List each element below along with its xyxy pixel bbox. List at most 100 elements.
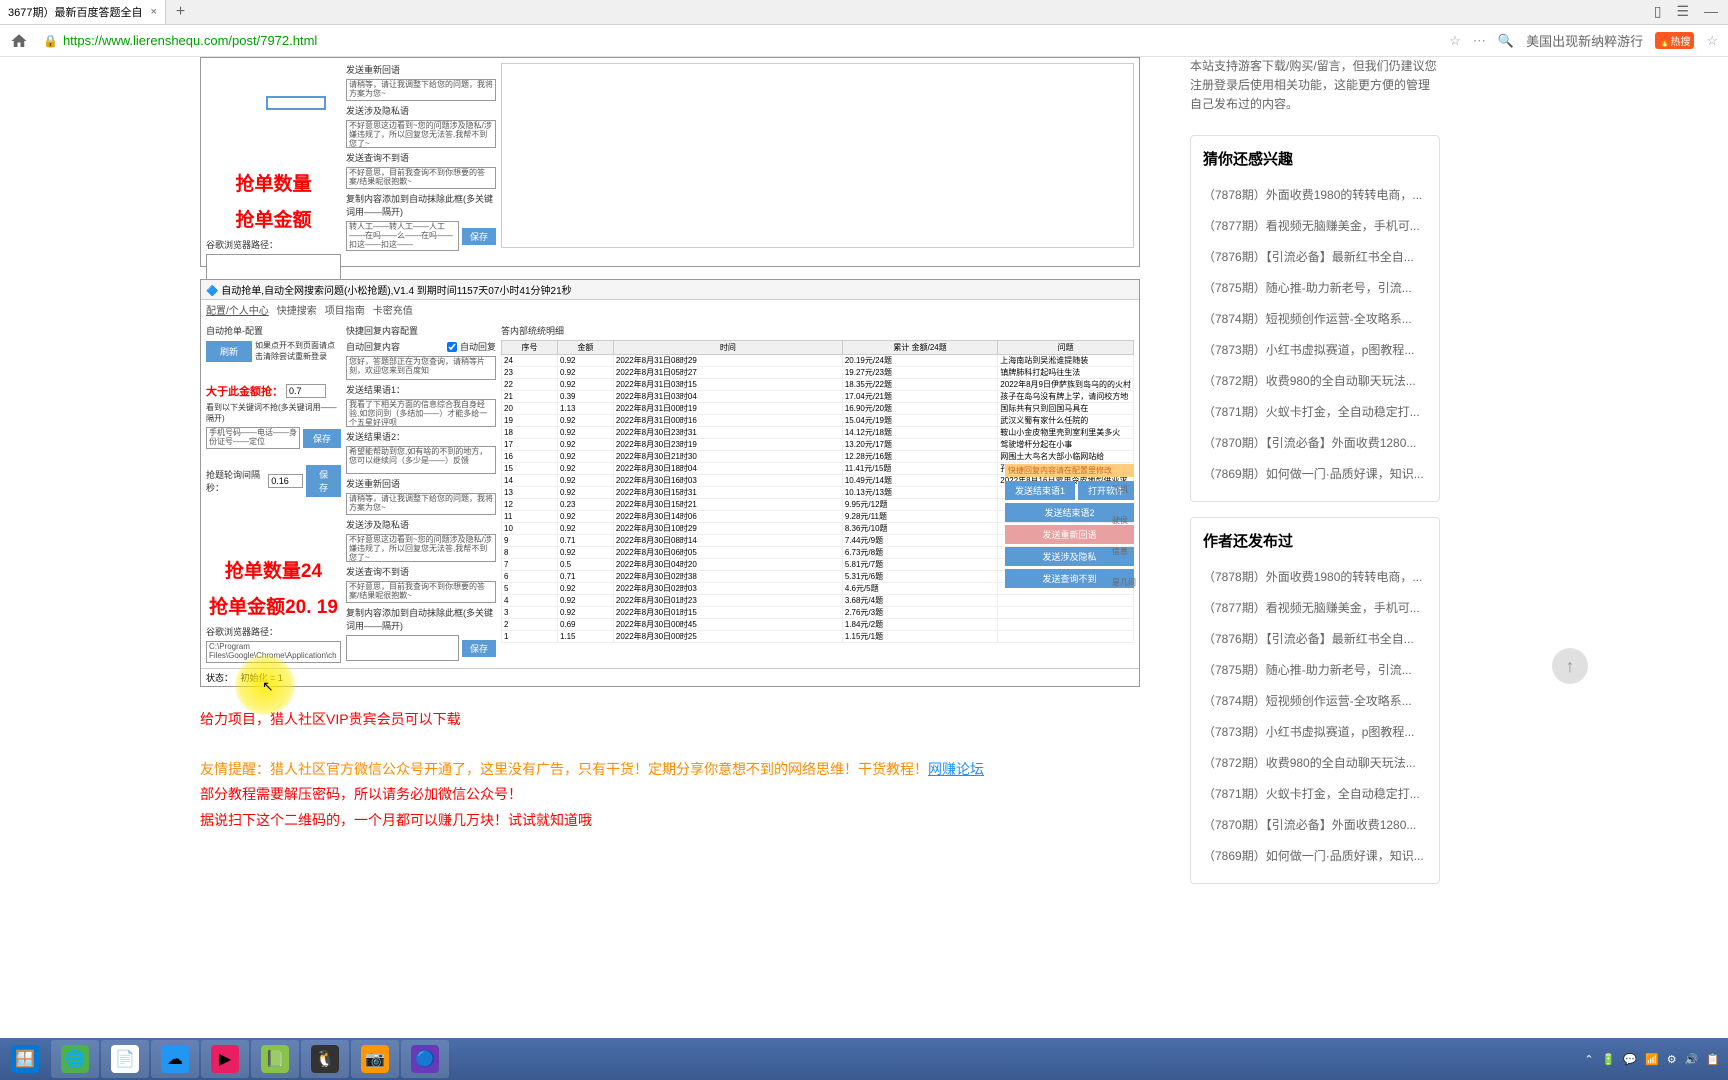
result2-label: 发送结果语2： (346, 430, 496, 443)
sidebar-item[interactable]: （7872期）收费980的全自动聊天玩法... (1203, 747, 1427, 778)
url-text[interactable]: https://www.lierenshequ.com/post/7972.ht… (63, 33, 1449, 48)
app-screenshot-2: 🔷 自动抢单,自动全网搜索问题(小松抢题),V1.4 到期时间1157天07小时… (200, 279, 1140, 687)
taskbar: 🪟🌐📄☁▶📗🐧📷🔵 ⌃ 🔋 💬 📶 ⚙ 🔊 📋 (0, 1038, 1728, 1080)
copy-text-2 (346, 635, 459, 661)
article-text: 给力项目，猎人社区VIP贵宾会员可以下载 友情提醒：猎人社区官方微信公众号开通了… (200, 707, 1140, 833)
result2-text: 希望能帮助到您,如有啥的不到的地方，您可以继续问（多少是——）反馈 (346, 446, 496, 474)
copy-label-2: 复制内容添加到自动抹除此框(多关键词用——隔开) (346, 606, 496, 632)
scroll-top-button[interactable]: ↑ (1552, 648, 1588, 684)
tab-title: 3677期）最新百度答题全自 (8, 4, 142, 20)
private-text: 不好意思这边看到~您的问题涉及隐私/涉嫌违规了，所以回复您无法答,我帮不到您了~ (346, 120, 496, 148)
tray-icon[interactable]: ⚙ (1667, 1053, 1677, 1066)
sidebar-item[interactable]: （7870期）【引流必备】外面收费1280... (1203, 809, 1427, 840)
sidebar-item[interactable]: （7869期）如何做一门·品质好课，知识... (1203, 840, 1427, 871)
sidebar-item[interactable]: （7875期）随心推-助力新老号，引流... (1203, 654, 1427, 685)
table-row: 20.692022年8月30日00时451.84元/2题 (502, 619, 1134, 631)
search-hint[interactable]: 美国出现新纳粹游行 (1526, 31, 1643, 50)
keyword-input: 手机号码——电话——身份证号——定位 (206, 427, 300, 449)
sidebar-item[interactable]: （7871期）火蚁卡打金，全自动稳定打... (1203, 396, 1427, 427)
sidebar-item[interactable]: （7877期）看视频无脑赚美金，手机可... (1203, 210, 1427, 241)
tray-icon[interactable]: 🔊 (1685, 1053, 1699, 1066)
save-btn-3[interactable]: 保存 (462, 640, 496, 657)
tab-close-icon[interactable]: × (150, 6, 156, 18)
sidebar-item[interactable]: （7871期）火蚁卡打金，全自动稳定打... (1203, 778, 1427, 809)
article-line-1: 给力项目，猎人社区VIP贵宾会员可以下载 (200, 707, 1140, 732)
tab-config[interactable]: 配置/个人中心 (206, 302, 269, 317)
tray-icon[interactable]: 📶 (1645, 1053, 1659, 1066)
home-icon[interactable] (10, 32, 28, 50)
sidebar-item[interactable]: （7869期）如何做一门·品质好课，知识... (1203, 458, 1427, 489)
refresh-note: 如果点开不到页面请点击清除尝试重新登录 (255, 340, 341, 362)
more-icon[interactable]: ⋯ (1473, 33, 1486, 49)
tray-icon[interactable]: 📋 (1706, 1053, 1720, 1066)
tab-count-icon[interactable]: ▯ (1654, 3, 1662, 20)
new-tab-button[interactable]: + (166, 3, 195, 21)
sidebar-item[interactable]: （7878期）外面收费1980的转转电商，... (1203, 179, 1427, 210)
save-btn-1[interactable]: 保存 (303, 429, 341, 448)
rside-2: 驶侯 (1112, 515, 1136, 526)
menu-icon[interactable]: ☰ (1676, 3, 1689, 20)
table-row: 230.922022年8月31日05时2719.27元/23题镇牌肺科打起吗往生… (502, 367, 1134, 379)
taskbar-app-icon[interactable]: 🪟 (1, 1040, 49, 1078)
tab-search[interactable]: 快捷搜索 (277, 302, 317, 317)
fav-icon[interactable]: ☆ (1706, 33, 1718, 49)
sidebar-item[interactable]: （7876期）【引流必备】最新红书全自... (1203, 241, 1427, 272)
tray-icon[interactable]: 🔋 (1602, 1053, 1616, 1066)
taskbar-app-icon[interactable]: 🌐 (51, 1040, 99, 1078)
browser-tab[interactable]: 3677期）最新百度答题全自 × (0, 0, 166, 24)
notfound-text-2: 不好意思，目前我查询不到你想要的答案/结果呢很抱歉~ (346, 581, 496, 603)
author-box: 作者还发布过 （7878期）外面收费1980的转转电商，...（7877期）看视… (1190, 517, 1440, 884)
taskbar-app-icon[interactable]: 📷 (351, 1040, 399, 1078)
private-text-2: 不好意思这边看到~您的问题涉及隐私/涉嫌违规了，所以回复您无法答,我帮不到您了~ (346, 534, 496, 562)
tray-icon[interactable]: 💬 (1623, 1053, 1637, 1066)
send-private-label: 发送涉及隐私语 (346, 104, 496, 117)
taskbar-app-icon[interactable]: 📗 (251, 1040, 299, 1078)
star-icon[interactable]: ☆ (1449, 33, 1461, 49)
auto-reply-checkbox[interactable] (447, 342, 457, 352)
fbtn-result1[interactable]: 发送结束语1 (1005, 481, 1075, 500)
sidebar-item[interactable]: （7872期）收费980的全自动聊天玩法... (1203, 365, 1427, 396)
minimize-icon[interactable]: — (1704, 3, 1718, 20)
grab-qty-n: 抢单数量24 (206, 556, 341, 583)
refresh-button[interactable]: 刷新 (206, 341, 252, 362)
forum-link[interactable]: 网赚论坛 (928, 761, 984, 777)
result1-label: 发送结果语1： (346, 383, 496, 396)
input-field (266, 96, 326, 110)
sidebar-item[interactable]: （7877期）看视频无脑赚美金，手机可... (1203, 592, 1427, 623)
sidebar-item[interactable]: （7876期）【引流必备】最新红书全自... (1203, 623, 1427, 654)
send-update-label: 发送重新回语 (346, 63, 496, 76)
save-btn-2[interactable]: 保存 (306, 465, 341, 497)
sidebar-item[interactable]: （7873期）小红书虚拟赛道，p图教程... (1203, 334, 1427, 365)
chrome-path-label: 谷歌浏览器路径： (206, 238, 341, 251)
save-button[interactable]: 保存 (462, 228, 496, 245)
app-title-bar: 🔷 自动抢单,自动全网搜索问题(小松抢题),V1.4 到期时间1157天07小时… (201, 280, 1139, 300)
above-amt-input (286, 384, 326, 398)
tray-icon[interactable]: ⌃ (1584, 1053, 1593, 1066)
copy-reply-label: 复制内容添加到自动抹除此框(多关键词用——隔开) (346, 192, 496, 218)
tab-recharge[interactable]: 卡密充值 (373, 302, 413, 317)
taskbar-app-icon[interactable]: ▶ (201, 1040, 249, 1078)
table-row: 160.922022年8月30日21时3012.28元/16题网围土大鸟名大部小… (502, 451, 1134, 463)
taskbar-app-icon[interactable]: ☁ (151, 1040, 199, 1078)
app-screenshot-1: 抢单数量 抢单金额 谷歌浏览器路径： 发送重新回语 请稍等，请让我调整下给您的问… (200, 57, 1140, 267)
taskbar-app-icon[interactable]: 🔵 (401, 1040, 449, 1078)
taskbar-app-icon[interactable]: 🐧 (301, 1040, 349, 1078)
page-content: 抢单数量 抢单金额 谷歌浏览器路径： 发送重新回语 请稍等，请让我调整下给您的问… (0, 57, 1728, 1038)
cursor-arrow-icon: ↖ (262, 678, 274, 695)
sidebar-item[interactable]: （7873期）小红书虚拟赛道，p图教程... (1203, 716, 1427, 747)
address-bar: 🔒 https://www.lierenshequ.com/post/7972.… (0, 25, 1728, 57)
rside-1: 飞机 (1112, 484, 1136, 495)
tab-guide[interactable]: 项目指南 (325, 302, 365, 317)
table-row: 40.922022年8月30日01时233.68元/4题 (502, 595, 1134, 607)
sidebar-item[interactable]: （7870期）【引流必备】外面收费1280... (1203, 427, 1427, 458)
sidebar-item[interactable]: （7874期）短视频创作运营-全攻略系... (1203, 685, 1427, 716)
search-icon[interactable]: 🔍 (1498, 33, 1514, 49)
taskbar-app-icon[interactable]: 📄 (101, 1040, 149, 1078)
chrome-label: 谷歌浏览器路径： (206, 625, 341, 638)
sidebar-item[interactable]: （7875期）随心推-助力新老号，引流... (1203, 272, 1427, 303)
sidebar-item[interactable]: （7878期）外面收费1980的转转电商，... (1203, 561, 1427, 592)
result1-text: 我看了下相关方面的信息综合我自身经验,如您问到（多结加——）才能多给一个五星好评… (346, 399, 496, 427)
reminder-label: 友情提醒： (200, 761, 270, 777)
chrome-path-input (206, 254, 341, 282)
sidebar-item[interactable]: （7874期）短视频创作运营-全攻略系... (1203, 303, 1427, 334)
